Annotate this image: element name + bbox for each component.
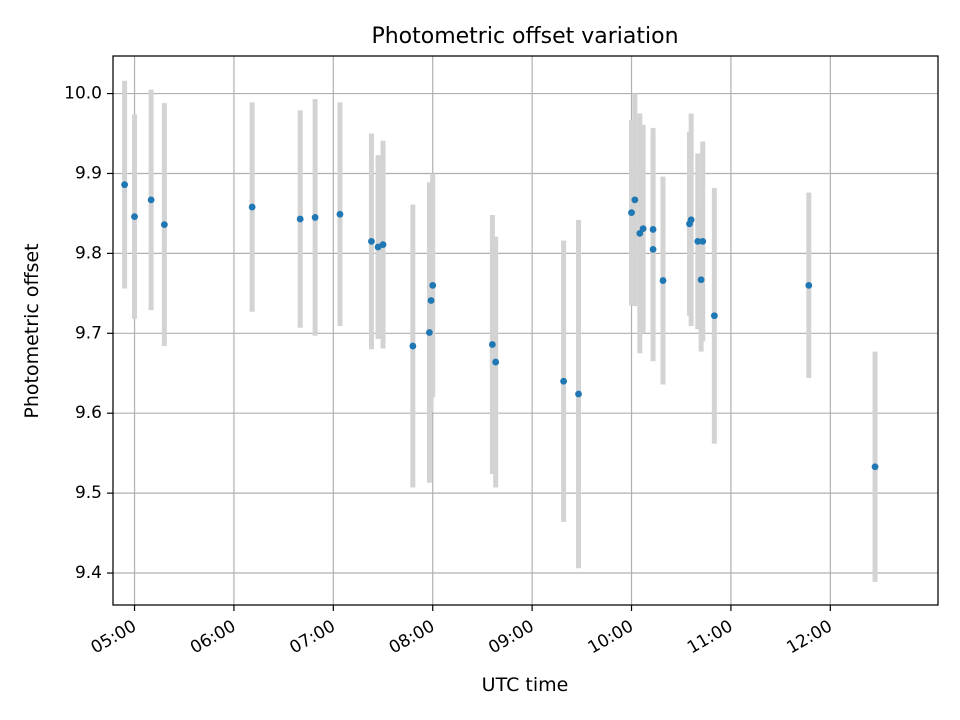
data-point [639, 225, 647, 233]
data-point [426, 329, 433, 336]
y-tick-label: 9.5 [75, 483, 102, 503]
data-point [488, 341, 496, 348]
data-point [710, 312, 718, 320]
x-axis-label: UTC time [482, 674, 569, 696]
data-point [659, 277, 667, 284]
data-point [805, 281, 813, 289]
data-point [694, 237, 702, 245]
data-point [296, 215, 304, 223]
data-point [687, 216, 695, 224]
y-tick-label: 10.0 [64, 84, 102, 104]
chart-title: Photometric offset variation [371, 24, 678, 49]
y-tick-label: 9.8 [75, 243, 102, 263]
data-point [697, 276, 705, 284]
data-point [379, 241, 387, 248]
data-point [121, 181, 128, 189]
data-point [699, 237, 707, 245]
data-point [147, 196, 155, 204]
y-tick-label: 9.6 [75, 403, 102, 423]
data-point [427, 297, 435, 304]
data-point [649, 245, 657, 253]
data-point [560, 377, 568, 385]
data-point [160, 221, 168, 229]
data-point [649, 226, 657, 233]
y-axis-label: Photometric offset [21, 243, 43, 418]
data-point [336, 210, 344, 218]
y-tick-label: 9.7 [75, 323, 102, 343]
plot-frame [112, 55, 939, 606]
data-point [492, 358, 500, 366]
data-point [131, 213, 138, 221]
data-point [636, 230, 644, 237]
data-point [248, 203, 256, 211]
data-point [368, 237, 375, 245]
data-point [409, 342, 417, 350]
data-point [631, 196, 639, 204]
data-point [871, 463, 879, 471]
y-tick-label: 9.4 [75, 563, 102, 583]
y-tick-label: 9.9 [75, 163, 102, 183]
data-point [575, 390, 582, 398]
data-points [121, 181, 879, 471]
data-point [311, 214, 319, 221]
data-point [628, 209, 635, 217]
data-point [429, 281, 437, 289]
